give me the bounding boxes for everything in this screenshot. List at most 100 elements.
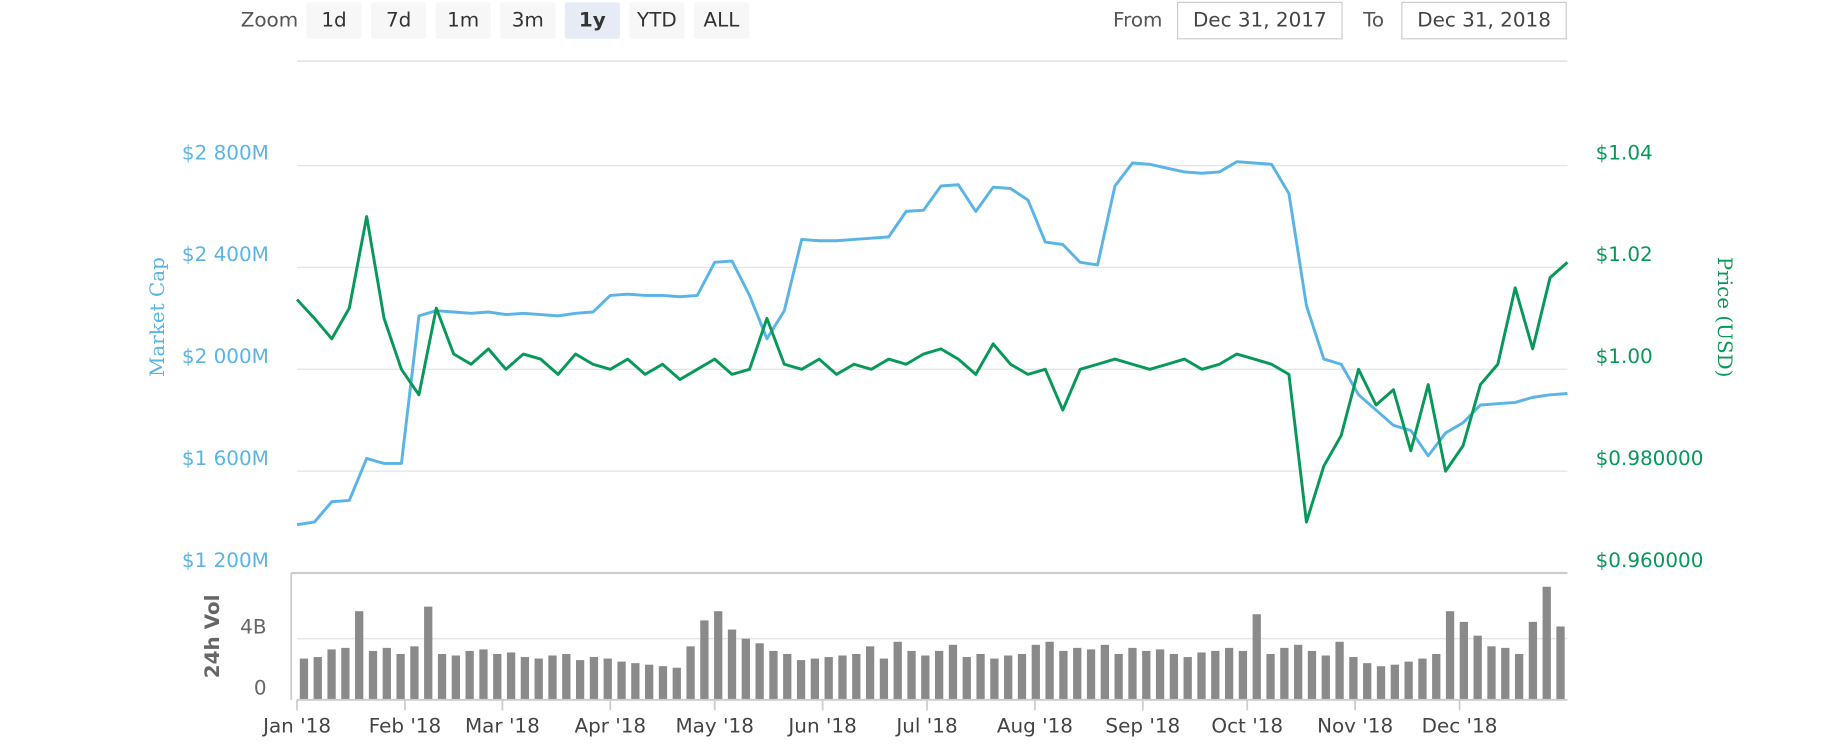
volume-bar	[1266, 653, 1275, 700]
volume-bar	[1363, 663, 1372, 700]
to-label: To	[1362, 8, 1384, 32]
from-input[interactable]	[1177, 1, 1343, 40]
zoom-button-label[interactable]: ALL	[704, 8, 740, 32]
zoom-button[interactable]	[306, 2, 362, 39]
volume-bar	[520, 657, 530, 700]
from-label: From	[1113, 8, 1162, 32]
y-tick-label: 0	[254, 676, 267, 700]
volume-bar	[313, 657, 322, 700]
x-tick-label: Oct '18	[1211, 713, 1283, 737]
axis-title: Market Cap	[145, 257, 169, 377]
x-tick-label: Apr '18	[574, 713, 646, 737]
volume-bar	[976, 653, 985, 700]
volume-bar	[451, 655, 460, 700]
volume-bar	[1473, 635, 1482, 700]
volume-bar	[796, 660, 806, 700]
volume-bar	[589, 657, 599, 700]
volume-bar	[1335, 641, 1344, 700]
volume-bar	[1197, 652, 1206, 700]
volume-bar	[562, 653, 571, 700]
volume-bar	[769, 650, 778, 700]
volume-bar	[700, 620, 709, 700]
volume-bar	[424, 606, 433, 700]
to-value[interactable]: Dec 31, 2018	[1417, 8, 1551, 32]
volume-bar	[990, 658, 999, 700]
volume-bar	[810, 658, 820, 700]
volume-bar	[1155, 649, 1165, 700]
volume-bar	[658, 666, 668, 700]
x-tick-label: Dec '18	[1422, 713, 1498, 737]
volume-bar	[1224, 647, 1234, 700]
y2-tick-label: $1.04	[1596, 140, 1653, 164]
volume-bar	[741, 638, 750, 700]
axis-title: 24h Vol	[200, 595, 224, 679]
volume-bar	[1004, 655, 1013, 700]
zoom-button[interactable]	[629, 2, 685, 39]
x-tick-label: Nov '18	[1317, 713, 1393, 737]
volume-bar	[838, 655, 847, 700]
from-value[interactable]: Dec 31, 2017	[1193, 8, 1327, 32]
volume-bar	[1542, 586, 1551, 700]
y-tick-label: $2 800M	[182, 140, 269, 164]
volume-bar	[1238, 650, 1248, 700]
volume-bar	[1404, 661, 1413, 700]
volume-bar	[1128, 647, 1137, 700]
y2-tick-label: $0.960000	[1596, 548, 1704, 572]
volume-bar	[465, 650, 474, 700]
zoom-button-label[interactable]: 1d	[321, 8, 346, 32]
volume-bar	[962, 657, 971, 700]
zoom-button-label[interactable]: 1m	[447, 8, 479, 32]
x-tick-label: May '18	[675, 713, 753, 737]
zoom-button[interactable]	[564, 2, 620, 39]
volume-bar	[686, 646, 695, 700]
volume-bar	[921, 655, 930, 700]
y-tick-label: $1 200M	[182, 548, 269, 572]
volume-bar	[783, 653, 792, 700]
y2-tick-label: $0.980000	[1596, 446, 1704, 470]
zoom-button[interactable]	[435, 2, 491, 39]
zoom-button[interactable]	[371, 2, 427, 39]
zoom-button-label[interactable]: YTD	[636, 8, 677, 32]
zoom-button[interactable]	[693, 2, 750, 39]
y2-tick-label: $1.00	[1596, 344, 1653, 368]
volume-bar	[1031, 644, 1040, 700]
volume-bar	[1514, 653, 1524, 700]
volume-bar	[1169, 653, 1179, 700]
volume-bar	[865, 646, 875, 700]
y-tick-label: $1 600M	[182, 446, 269, 470]
volume-bar	[755, 643, 764, 700]
volume-bar	[1307, 650, 1317, 700]
volume-bar	[1432, 653, 1441, 700]
volume-bar	[1059, 650, 1068, 700]
volume-bar	[1100, 644, 1109, 700]
volume-bar	[368, 650, 378, 700]
volume-bar	[493, 653, 502, 700]
zoom-button-label[interactable]: 3m	[512, 8, 544, 32]
volume-bar	[727, 629, 737, 700]
zoom-button-label[interactable]: 1y	[579, 8, 606, 32]
volume-bar	[1418, 658, 1427, 700]
zoom-button[interactable]	[500, 2, 556, 39]
x-tick-label: Aug '18	[997, 713, 1073, 737]
volume-bar	[1556, 626, 1565, 700]
volume-bar	[1321, 655, 1330, 700]
volume-bar	[575, 660, 585, 700]
x-tick-label: Jan '18	[261, 713, 331, 737]
volume-bar	[948, 644, 958, 700]
to-input[interactable]	[1401, 1, 1567, 40]
volume-bar	[714, 611, 723, 700]
volume-bar	[548, 655, 557, 700]
volume-bar	[1045, 641, 1054, 700]
y2-tick-label: $1.02	[1596, 242, 1653, 266]
zoom-button-label[interactable]: 7d	[386, 8, 411, 32]
volume-bar	[1252, 614, 1261, 700]
volume-bar	[1142, 650, 1151, 700]
volume-bar	[410, 646, 419, 700]
volume-bar	[603, 658, 612, 700]
y-tick-label: 4B	[240, 615, 266, 639]
volume-bar	[1445, 611, 1455, 700]
x-tick-label: Mar '18	[465, 713, 540, 737]
volume-bar	[1501, 647, 1510, 700]
volume-bar	[1459, 621, 1469, 700]
